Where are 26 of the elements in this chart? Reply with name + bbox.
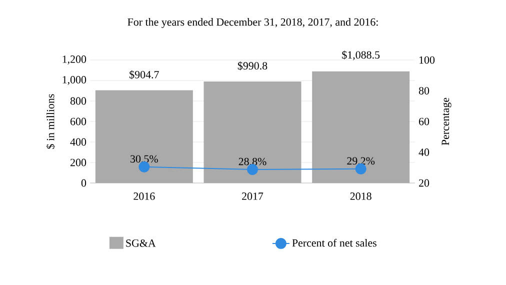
y-tick-label: 1,000 (62, 76, 86, 85)
data-label: $990.8 (238, 61, 268, 70)
x-tick-label: 2016 (134, 192, 155, 200)
y2-tick-label: 80 (418, 87, 430, 94)
y2-tick-label: 20 (419, 179, 430, 187)
legend-label: SG&A (126, 239, 156, 247)
y2-tick-label: 60 (418, 118, 430, 126)
data-label: $1,088.5 (342, 50, 380, 60)
x-tick-label: 2017 (242, 192, 264, 200)
data-label: 28.8% (238, 158, 266, 166)
y-tick-label: 200 (70, 158, 86, 166)
y2-tick-label: 100 (419, 56, 435, 64)
data-label: $904.7 (130, 70, 159, 80)
data-label: 29.2% (347, 157, 375, 165)
y-axis-title: $ in millions (46, 94, 55, 149)
y-tick-label: 800 (70, 97, 86, 105)
y2-axis-title: Percentage (442, 98, 452, 146)
y2-tick-label: 40 (418, 148, 430, 156)
y-tick-label: 0 (81, 179, 86, 187)
y-tick-label: 1,200 (62, 56, 86, 64)
y-tick-label: 600 (70, 118, 86, 126)
y-tick-label: 400 (70, 138, 86, 146)
legend-label: Percent of net sales (292, 238, 376, 247)
x-tick-label: 2018 (350, 192, 372, 200)
data-label: 30.5% (130, 155, 158, 163)
chart-title: For the years ended December 31, 2018, 2017, and 2016: (128, 18, 378, 28)
